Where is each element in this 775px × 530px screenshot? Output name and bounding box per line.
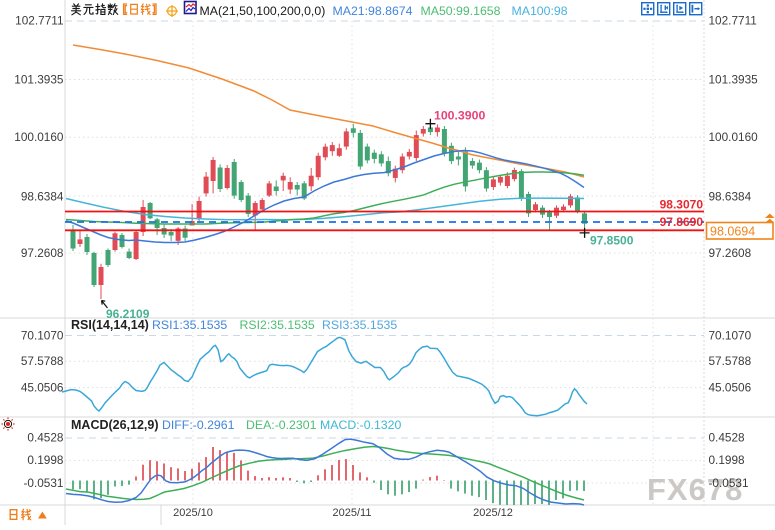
svg-text:97.8500: 97.8500 [590, 234, 634, 248]
svg-text:100.0160: 100.0160 [709, 130, 759, 144]
svg-text:MA(21,50,100,200,0,0): MA(21,50,100,200,0,0) [200, 4, 326, 18]
svg-text:DEA:-0.2301: DEA:-0.2301 [246, 418, 317, 432]
svg-text:97.2608: 97.2608 [21, 246, 64, 260]
svg-text:MA50:99.1658: MA50:99.1658 [421, 4, 501, 18]
svg-text:FX678: FX678 [647, 472, 743, 507]
svg-text:101.3935: 101.3935 [14, 73, 64, 87]
svg-text:70.1070: 70.1070 [709, 329, 752, 343]
svg-text:0.4528: 0.4528 [27, 431, 64, 445]
svg-text:102.7711: 102.7711 [15, 14, 63, 28]
svg-text:45.0506: 45.0506 [21, 381, 64, 395]
svg-text:102.7711: 102.7711 [709, 14, 757, 28]
svg-text:MACD(26,12,9): MACD(26,12,9) [71, 418, 159, 432]
svg-text:RSI3:35.1535: RSI3:35.1535 [322, 318, 397, 332]
svg-text:45.0506: 45.0506 [709, 381, 752, 395]
svg-text:RSI1:35.1535: RSI1:35.1535 [152, 318, 227, 332]
svg-text:0.1998: 0.1998 [709, 453, 746, 467]
svg-text:70.1070: 70.1070 [21, 329, 64, 343]
svg-text:MA100:98: MA100:98 [512, 4, 568, 18]
svg-text:98.0694: 98.0694 [710, 225, 755, 239]
svg-text:57.5788: 57.5788 [709, 354, 752, 368]
svg-text:-0.0531: -0.0531 [709, 476, 749, 490]
svg-text:2025/10: 2025/10 [173, 507, 213, 519]
svg-text:2025/11: 2025/11 [333, 507, 372, 519]
svg-text:RSI2:35.1535: RSI2:35.1535 [240, 318, 315, 332]
svg-text:0.4528: 0.4528 [709, 431, 746, 445]
svg-text:57.5788: 57.5788 [21, 354, 64, 368]
svg-text:96.2109: 96.2109 [106, 307, 150, 321]
svg-text:98.6384: 98.6384 [709, 190, 752, 204]
svg-text:100.3900: 100.3900 [434, 109, 485, 123]
svg-text:97.2608: 97.2608 [709, 246, 752, 260]
svg-text:MA21:98.8674: MA21:98.8674 [333, 4, 413, 18]
svg-text:98.3070: 98.3070 [660, 198, 704, 212]
svg-text:RSI(14,14,14): RSI(14,14,14) [71, 318, 149, 332]
svg-text:101.3935: 101.3935 [709, 73, 759, 87]
svg-text:2025/12: 2025/12 [473, 507, 513, 519]
svg-text:MACD:-0.1320: MACD:-0.1320 [320, 418, 401, 432]
svg-text:-0.0531: -0.0531 [23, 476, 63, 490]
svg-text:100.0160: 100.0160 [14, 130, 64, 144]
svg-text:98.6384: 98.6384 [21, 190, 64, 204]
svg-text:DIFF:-0.2961: DIFF:-0.2961 [162, 418, 235, 432]
svg-text:0.1998: 0.1998 [27, 453, 64, 467]
svg-text:97.8690: 97.8690 [660, 215, 704, 229]
